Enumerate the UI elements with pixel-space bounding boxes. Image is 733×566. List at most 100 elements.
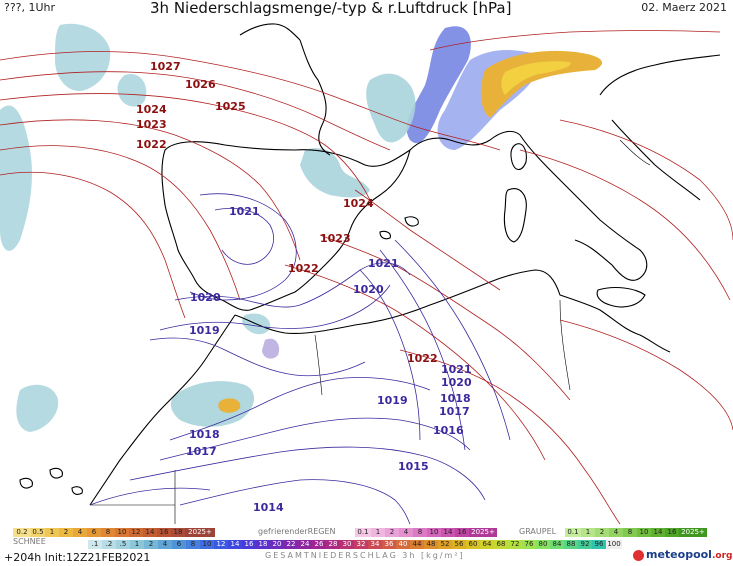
- isobar-label: 1020: [353, 283, 384, 296]
- border-lines: [90, 139, 651, 524]
- isobar-label: 1022: [136, 138, 167, 151]
- isobar-label: 1018: [189, 428, 220, 441]
- isobar-label: 1023: [136, 118, 167, 131]
- meteopool-logo[interactable]: meteopool.org: [633, 548, 732, 561]
- legend-value: 84: [550, 540, 564, 549]
- legend-value: 12: [129, 528, 143, 537]
- coast-north-africa: [234, 269, 671, 353]
- legend-value: .1: [88, 540, 102, 549]
- legend-value: 8: [623, 528, 637, 537]
- isobar-label: 1017: [439, 405, 470, 418]
- map-header: ???, 1Uhr 3h Niederschlagsmenge/-typ & r…: [0, 0, 733, 18]
- isobar-label: 1021: [368, 257, 399, 270]
- coast-corsica: [510, 143, 527, 171]
- legend-value: 8: [413, 528, 427, 537]
- legend-value: 76: [522, 540, 536, 549]
- legend-value: 36: [382, 540, 396, 549]
- precipitation-layer: [0, 23, 603, 432]
- legend-value: 72: [508, 540, 522, 549]
- legend-value: 4: [73, 528, 87, 537]
- precip-atlas-light: [170, 381, 255, 427]
- precip-canaries-light: [16, 384, 59, 432]
- legend-value: 16: [157, 528, 171, 537]
- legend-value: 0.1: [565, 528, 581, 537]
- isobar-label: 1018: [440, 392, 471, 405]
- legend-value: 100: [606, 540, 622, 549]
- isobar-label: 1021: [441, 363, 472, 376]
- precip-atlas-snow: [218, 398, 241, 413]
- precip-atlantic-west: [0, 105, 32, 251]
- freezing-rain-scale: 0.1 1 2 4 8 10 14 16 2025+: [355, 528, 497, 537]
- isobar-label: 1015: [398, 460, 429, 473]
- coast-canaries: [19, 467, 83, 495]
- legend-value: 28: [326, 540, 340, 549]
- isobar-label: 1022: [288, 262, 319, 275]
- legend-value: 6: [172, 540, 186, 549]
- legend-value: 18: [171, 528, 185, 537]
- freezing-rain-label: gefrierenderREGEN: [258, 527, 336, 536]
- isobar-label: 1024: [343, 197, 374, 210]
- legend-value: 60: [466, 540, 480, 549]
- legend-value: .2: [102, 540, 116, 549]
- legend-value: 2: [385, 528, 399, 537]
- legend-value: 14: [228, 540, 242, 549]
- legend-value: 10: [427, 528, 441, 537]
- legend-value: 16: [455, 528, 469, 537]
- legend-value: 20: [270, 540, 284, 549]
- legend-value: 32: [354, 540, 368, 549]
- isobar-label: 1023: [320, 232, 351, 245]
- legend-value: 2: [144, 540, 158, 549]
- header-left-label: ???, 1Uhr: [4, 1, 56, 14]
- isobar-label: 1016: [433, 424, 464, 437]
- precip-alps-snow: [480, 50, 603, 119]
- map-title: 3h Niederschlagsmenge/-typ & r.Luftdruck…: [150, 0, 512, 17]
- legend-value: 0.1: [355, 528, 371, 537]
- legend-value: .5: [116, 540, 130, 549]
- coast-iberia: [161, 141, 411, 311]
- map-date: 02. Maerz 2021: [641, 1, 727, 14]
- legend-value: 10: [115, 528, 129, 537]
- precip-atlantic-ne: [117, 74, 147, 107]
- legend-value: 1: [371, 528, 385, 537]
- precip-alps-snow-core: [501, 61, 571, 95]
- legend-value: 2025+: [679, 528, 707, 537]
- isobar-label: 1024: [136, 103, 167, 116]
- legend-value: 2: [595, 528, 609, 537]
- legend-value: 6: [87, 528, 101, 537]
- legend-value: 8: [186, 540, 200, 549]
- legend-value: 64: [480, 540, 494, 549]
- precip-morocco-purple: [262, 338, 280, 359]
- legend-value: 16: [665, 528, 679, 537]
- isobar-label: 1021: [229, 205, 260, 218]
- legend-value: 10: [637, 528, 651, 537]
- isobars-low: [89, 193, 511, 524]
- coast-sicily: [596, 286, 646, 308]
- legend-value: 92: [578, 540, 592, 549]
- legend-value: 80: [536, 540, 550, 549]
- isobar-label: 1019: [189, 324, 220, 337]
- isobar-labels: 1027 1026 1025 1024 1023 1022 1024 1023 …: [136, 60, 472, 514]
- graupel-scale: 0.1 1 2 4 8 10 14 16 2025+: [565, 528, 707, 537]
- precip-atlantic-northwest: [55, 23, 111, 91]
- logo-name: meteopool: [646, 548, 712, 561]
- legend-value: 68: [494, 540, 508, 549]
- legend-value: 14: [143, 528, 157, 537]
- isobar-label: 1017: [186, 445, 217, 458]
- run-info: +204h Init:12Z21FEB2021: [4, 551, 151, 564]
- legend-value: 96: [592, 540, 606, 549]
- coast-sardinia: [503, 188, 527, 243]
- legend-value: 8: [101, 528, 115, 537]
- legend-value: 4: [399, 528, 413, 537]
- isobar-label: 1022: [407, 352, 438, 365]
- logo-mark-icon: [633, 549, 644, 561]
- total-precip-scale: .1.2.5 1 2 4 6 8 10 12 14 16 18 20 22 24 26 28 30 32 34 36 4…: [88, 540, 622, 549]
- isobar-label: 1025: [215, 100, 246, 113]
- map-canvas: 1027 1026 1025 1024 1023 1022 1024 1023 …: [0, 23, 733, 524]
- legend-value: 0.2: [13, 528, 31, 537]
- legend-value: 56: [452, 540, 466, 549]
- legend-value: 52: [438, 540, 452, 549]
- legend-value: 22: [284, 540, 298, 549]
- isobar-label: 1020: [190, 291, 221, 304]
- coastline-layer: [19, 23, 721, 524]
